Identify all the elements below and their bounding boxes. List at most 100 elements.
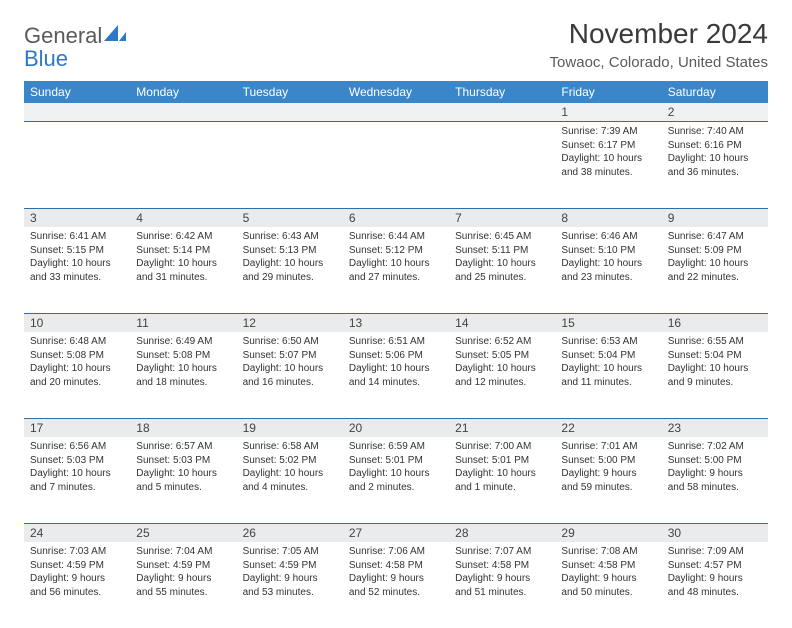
sunrise-text: Sunrise: 7:07 AM [455,545,549,559]
day-number: 4 [130,209,236,227]
weekday-header: Saturday [662,81,768,103]
day-body [343,122,449,131]
day-cell: Sunrise: 6:52 AMSunset: 5:05 PMDaylight:… [449,332,555,418]
day-number: 30 [662,524,768,542]
sunrise-text: Sunrise: 7:05 AM [243,545,337,559]
day-number: 1 [555,103,661,121]
sunset-text: Sunset: 5:11 PM [455,244,549,258]
sunrise-text: Sunrise: 6:57 AM [136,440,230,454]
daylight-text: Daylight: 10 hours and 7 minutes. [30,467,124,494]
sunrise-text: Sunrise: 7:40 AM [668,125,762,139]
day-number: 16 [662,314,768,332]
daylight-text: Daylight: 9 hours and 51 minutes. [455,572,549,599]
day-cell: Sunrise: 7:03 AMSunset: 4:59 PMDaylight:… [24,542,130,628]
sunset-text: Sunset: 5:00 PM [668,454,762,468]
daylight-text: Daylight: 10 hours and 14 minutes. [349,362,443,389]
day-cell: Sunrise: 6:44 AMSunset: 5:12 PMDaylight:… [343,227,449,313]
week-row: Sunrise: 7:03 AMSunset: 4:59 PMDaylight:… [24,542,768,628]
day-cell: Sunrise: 7:09 AMSunset: 4:57 PMDaylight:… [662,542,768,628]
day-number: 15 [555,314,661,332]
sunset-text: Sunset: 5:13 PM [243,244,337,258]
calendar-page: General Blue November 2024 Towaoc, Color… [0,0,792,628]
sunrise-text: Sunrise: 7:08 AM [561,545,655,559]
day-body: Sunrise: 6:44 AMSunset: 5:12 PMDaylight:… [343,227,449,290]
sunset-text: Sunset: 4:59 PM [136,559,230,573]
weekday-header: Thursday [449,81,555,103]
day-cell: Sunrise: 6:43 AMSunset: 5:13 PMDaylight:… [237,227,343,313]
sunset-text: Sunset: 5:01 PM [349,454,443,468]
sunset-text: Sunset: 5:05 PM [455,349,549,363]
day-body: Sunrise: 7:40 AMSunset: 6:16 PMDaylight:… [662,122,768,185]
day-number: 20 [343,419,449,437]
daylight-text: Daylight: 10 hours and 18 minutes. [136,362,230,389]
sunset-text: Sunset: 4:59 PM [243,559,337,573]
day-cell: Sunrise: 7:07 AMSunset: 4:58 PMDaylight:… [449,542,555,628]
day-cell: Sunrise: 6:42 AMSunset: 5:14 PMDaylight:… [130,227,236,313]
weekday-header: Monday [130,81,236,103]
daylight-text: Daylight: 10 hours and 2 minutes. [349,467,443,494]
day-body: Sunrise: 6:47 AMSunset: 5:09 PMDaylight:… [662,227,768,290]
sunrise-text: Sunrise: 7:00 AM [455,440,549,454]
day-body: Sunrise: 7:07 AMSunset: 4:58 PMDaylight:… [449,542,555,605]
day-number: 6 [343,209,449,227]
sunset-text: Sunset: 5:09 PM [668,244,762,258]
daylight-text: Daylight: 10 hours and 27 minutes. [349,257,443,284]
day-cell: Sunrise: 6:47 AMSunset: 5:09 PMDaylight:… [662,227,768,313]
daylight-text: Daylight: 10 hours and 36 minutes. [668,152,762,179]
day-cell: Sunrise: 7:04 AMSunset: 4:59 PMDaylight:… [130,542,236,628]
daylight-text: Daylight: 10 hours and 11 minutes. [561,362,655,389]
daylight-text: Daylight: 10 hours and 23 minutes. [561,257,655,284]
day-number: 5 [237,209,343,227]
sunrise-text: Sunrise: 6:47 AM [668,230,762,244]
sunset-text: Sunset: 5:15 PM [30,244,124,258]
day-body: Sunrise: 6:43 AMSunset: 5:13 PMDaylight:… [237,227,343,290]
sunrise-text: Sunrise: 6:58 AM [243,440,337,454]
day-number: 10 [24,314,130,332]
sunset-text: Sunset: 5:08 PM [136,349,230,363]
day-cell: Sunrise: 6:57 AMSunset: 5:03 PMDaylight:… [130,437,236,523]
sunset-text: Sunset: 5:04 PM [561,349,655,363]
daylight-text: Daylight: 10 hours and 16 minutes. [243,362,337,389]
day-cell: Sunrise: 6:45 AMSunset: 5:11 PMDaylight:… [449,227,555,313]
day-cell: Sunrise: 6:50 AMSunset: 5:07 PMDaylight:… [237,332,343,418]
sunrise-text: Sunrise: 6:46 AM [561,230,655,244]
sunrise-text: Sunrise: 6:56 AM [30,440,124,454]
day-cell [237,122,343,208]
day-body: Sunrise: 6:50 AMSunset: 5:07 PMDaylight:… [237,332,343,395]
calendar: Sunday Monday Tuesday Wednesday Thursday… [24,81,768,628]
day-number: 28 [449,524,555,542]
sunrise-text: Sunrise: 6:50 AM [243,335,337,349]
day-body: Sunrise: 6:51 AMSunset: 5:06 PMDaylight:… [343,332,449,395]
day-body: Sunrise: 6:48 AMSunset: 5:08 PMDaylight:… [24,332,130,395]
day-number: 3 [24,209,130,227]
day-cell: Sunrise: 7:40 AMSunset: 6:16 PMDaylight:… [662,122,768,208]
day-number: 11 [130,314,236,332]
day-body: Sunrise: 6:55 AMSunset: 5:04 PMDaylight:… [662,332,768,395]
daylight-text: Daylight: 10 hours and 1 minute. [455,467,549,494]
weekday-header: Sunday [24,81,130,103]
day-number [237,103,343,121]
day-cell: Sunrise: 7:00 AMSunset: 5:01 PMDaylight:… [449,437,555,523]
daylight-text: Daylight: 10 hours and 29 minutes. [243,257,337,284]
sunrise-text: Sunrise: 6:43 AM [243,230,337,244]
sunset-text: Sunset: 5:03 PM [30,454,124,468]
weekday-header: Friday [555,81,661,103]
day-cell: Sunrise: 7:08 AMSunset: 4:58 PMDaylight:… [555,542,661,628]
day-cell: Sunrise: 6:41 AMSunset: 5:15 PMDaylight:… [24,227,130,313]
day-number: 22 [555,419,661,437]
sunset-text: Sunset: 5:02 PM [243,454,337,468]
day-cell: Sunrise: 7:01 AMSunset: 5:00 PMDaylight:… [555,437,661,523]
week-row: Sunrise: 6:56 AMSunset: 5:03 PMDaylight:… [24,437,768,523]
weekday-header-row: Sunday Monday Tuesday Wednesday Thursday… [24,81,768,103]
day-body: Sunrise: 7:01 AMSunset: 5:00 PMDaylight:… [555,437,661,500]
sunset-text: Sunset: 5:03 PM [136,454,230,468]
day-cell: Sunrise: 6:58 AMSunset: 5:02 PMDaylight:… [237,437,343,523]
day-body: Sunrise: 7:02 AMSunset: 5:00 PMDaylight:… [662,437,768,500]
sunset-text: Sunset: 4:58 PM [455,559,549,573]
day-body [24,122,130,131]
day-cell: Sunrise: 6:51 AMSunset: 5:06 PMDaylight:… [343,332,449,418]
day-number: 21 [449,419,555,437]
sunset-text: Sunset: 5:12 PM [349,244,443,258]
day-number-row: 12 [24,103,768,122]
sunrise-text: Sunrise: 6:49 AM [136,335,230,349]
